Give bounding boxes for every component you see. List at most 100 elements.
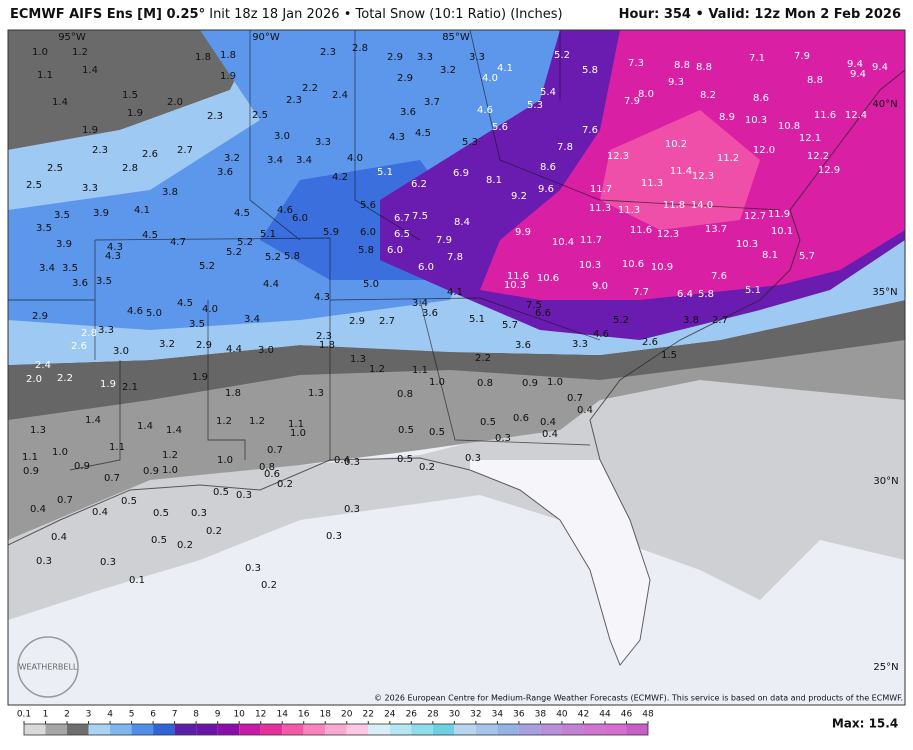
snow-label: 4.6 (593, 329, 609, 340)
snow-label: 6.5 (394, 229, 410, 240)
snow-label: 4.4 (226, 344, 242, 355)
snow-label: 2.9 (349, 316, 365, 327)
snow-label: 11.9 (768, 209, 790, 220)
snow-label: 2.9 (32, 311, 48, 322)
snow-label: 0.3 (344, 504, 360, 515)
snow-label: 3.6 (400, 107, 416, 118)
snow-label: 4.1 (497, 63, 513, 74)
lon-label: 90°W (252, 32, 280, 43)
snow-label: 5.2 (613, 315, 629, 326)
snow-label: 4.5 (142, 230, 158, 241)
legend-tick-label: 10 (233, 710, 245, 720)
snow-label: 12.2 (807, 151, 829, 162)
legend-swatch (88, 724, 111, 735)
snow-label: 7.7 (633, 287, 649, 298)
product: • Total Snow (10:1 Ratio) (Inches) (343, 7, 563, 22)
title: ECMWF AIFS Ens [M] 0.25° (10, 7, 206, 22)
snow-label: 11.7 (590, 184, 612, 195)
snow-label: 0.2 (177, 540, 193, 551)
snow-label: 0.1 (129, 575, 145, 586)
snow-label: 2.3 (207, 111, 223, 122)
snow-label: 5.8 (582, 65, 598, 76)
snow-label: 5.2 (226, 247, 242, 258)
legend-tick-label: 36 (513, 710, 525, 720)
snow-label: 5.3 (527, 100, 543, 111)
snow-label: 0.2 (261, 580, 277, 591)
shading (8, 30, 905, 705)
snow-label: 9.0 (592, 281, 608, 292)
snow-label: 2.7 (379, 316, 395, 327)
snow-label: 8.0 (638, 89, 654, 100)
snow-label: 0.4 (542, 429, 558, 440)
florida (470, 460, 650, 665)
snow-label: 2.2 (475, 353, 491, 364)
snow-label: 0.5 (153, 508, 169, 519)
logo: WEATHERBELL (19, 663, 78, 672)
snow-label: 1.0 (162, 465, 178, 476)
snow-label: 4.2 (332, 172, 348, 183)
snow-label: 0.4 (540, 417, 556, 428)
snow-label: 2.8 (352, 43, 368, 54)
legend-tick-label: 40 (556, 710, 568, 720)
snow-label: 10.2 (665, 139, 687, 150)
snow-label: 1.4 (52, 97, 68, 108)
snow-label: 7.8 (447, 252, 463, 263)
snow-label: 2.4 (332, 90, 348, 101)
snow-label: 0.5 (213, 487, 229, 498)
snow-label: 0.3 (245, 563, 261, 574)
snow-label: 5.9 (323, 227, 339, 238)
legend-swatch (454, 724, 476, 735)
legend-swatch (368, 724, 390, 735)
snow-label: 1.4 (137, 421, 153, 432)
snow-label: 5.6 (360, 200, 376, 211)
snow-label: 1.0 (32, 47, 48, 58)
snow-label: 0.7 (567, 393, 583, 404)
lat-label: 25°N (873, 662, 898, 673)
snow-label: 4.3 (389, 132, 405, 143)
snow-label: 2.3 (316, 331, 332, 342)
snow-label: 3.5 (36, 223, 52, 234)
snow-label: 12.4 (845, 110, 867, 121)
snow-label: 2.9 (397, 73, 413, 84)
snow-label: 3.2 (159, 339, 175, 350)
snow-label: 4.4 (263, 279, 279, 290)
snow-label: 5.0 (146, 308, 162, 319)
snow-label: 0.4 (92, 507, 108, 518)
snow-label: 2.3 (286, 95, 302, 106)
snow-label: 11.6 (814, 110, 836, 121)
snow-label: 4.6 (127, 306, 143, 317)
snow-label: 2.6 (642, 337, 658, 348)
snow-label: 0.6 (513, 413, 529, 424)
state-borders (8, 30, 781, 471)
snow-label: 3.0 (258, 345, 274, 356)
snow-label: 7.8 (557, 142, 573, 153)
snow-label: 3.4 (412, 298, 428, 309)
snow-label: 0.7 (267, 445, 283, 456)
snow-label: 0.3 (100, 557, 116, 568)
snow-label: 3.2 (224, 153, 240, 164)
snow-label: 1.4 (85, 415, 101, 426)
snow-label: 1.1 (288, 419, 304, 430)
snow-label: 0.3 (236, 490, 252, 501)
legend-tick-label: 42 (578, 710, 589, 720)
shade-light-gray (8, 350, 905, 620)
shade-dark-gray (8, 300, 905, 420)
legend-swatch (45, 724, 68, 735)
snow-label: 4.3 (105, 251, 121, 262)
snow-label: 1.9 (220, 71, 236, 82)
legend-tick-label: 1 (43, 710, 49, 720)
snow-label: 4.1 (134, 205, 150, 216)
legend-swatch (432, 724, 455, 735)
legend-tick-label: 38 (535, 710, 547, 720)
snow-label: 4.5 (415, 128, 431, 139)
legend-swatch (518, 724, 541, 735)
snow-label: 1.1 (109, 442, 125, 453)
legend-tick-label: 0.1 (17, 710, 31, 720)
snow-label: 1.3 (350, 354, 366, 365)
snow-label: 3.7 (424, 97, 440, 108)
legend-tick-label: 44 (599, 710, 611, 720)
snow-label: 0.9 (74, 461, 90, 472)
header: ECMWF AIFS Ens [M] 0.25° Init 18z 18 Jan… (0, 0, 913, 30)
snow-label: 0.9 (23, 466, 39, 477)
snow-label: 3.8 (683, 315, 699, 326)
